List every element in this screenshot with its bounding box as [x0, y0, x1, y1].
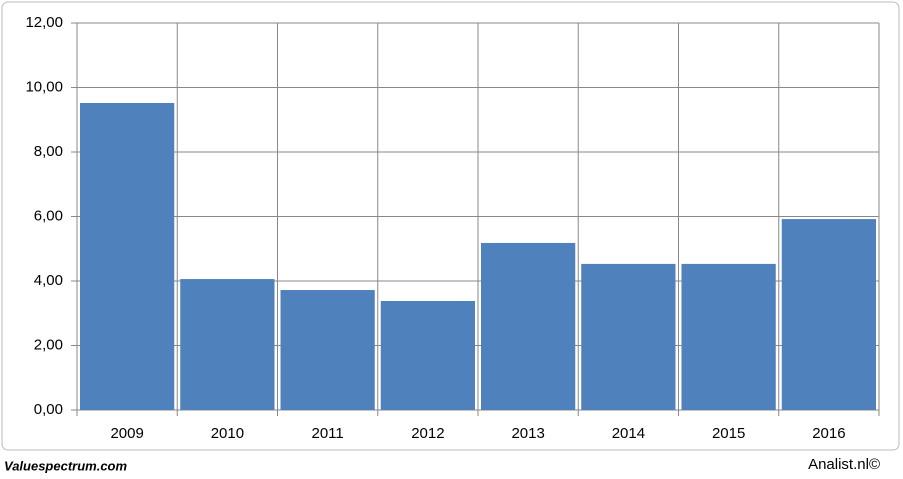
x-tick-label: 2014: [612, 425, 645, 442]
x-tick-label: 2011: [311, 425, 343, 442]
bar: [581, 263, 676, 410]
bar: [280, 290, 375, 410]
x-tick-label: 2009: [110, 425, 143, 442]
x-tick-label: 2015: [712, 425, 745, 442]
x-tick-label: 2013: [511, 425, 544, 442]
y-tick-label: 0,00: [34, 401, 63, 418]
source-left: Valuespectrum.com: [4, 458, 128, 473]
bar: [380, 300, 475, 410]
x-tick-label: 2010: [211, 425, 244, 442]
bar: [180, 279, 275, 410]
y-tick-label: 6,00: [34, 207, 63, 224]
bar: [681, 263, 776, 410]
bar: [80, 102, 175, 410]
y-tick-label: 2,00: [34, 336, 63, 353]
bar: [781, 219, 876, 410]
y-tick-label: 4,00: [34, 272, 63, 289]
y-tick-label: 10,00: [25, 78, 63, 95]
x-tick-label: 2016: [812, 425, 845, 442]
y-tick-label: 12,00: [25, 14, 63, 31]
bar: [481, 242, 576, 410]
source-right: Analist.nl©: [808, 456, 880, 473]
x-tick-label: 2012: [411, 425, 444, 442]
y-tick-label: 8,00: [34, 143, 63, 160]
